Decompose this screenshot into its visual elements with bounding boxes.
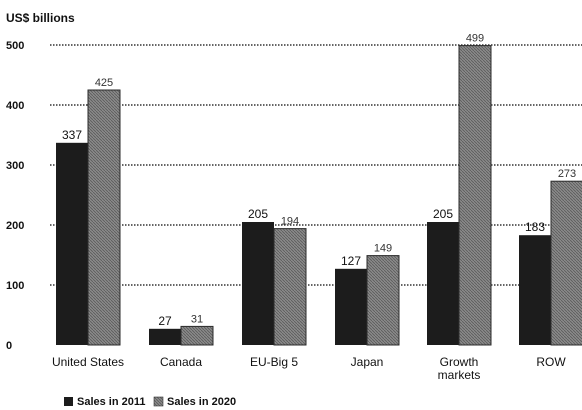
category-label-canada: Canada xyxy=(160,355,202,369)
y-tick-100: 100 xyxy=(6,280,24,292)
y-tick-0: 0 xyxy=(6,340,12,352)
category-label-growth-markets: Growth markets xyxy=(438,355,481,382)
bar-2020-united-states xyxy=(87,89,121,346)
category-label-united-states: United States xyxy=(52,355,124,369)
legend-swatch-2020 xyxy=(153,396,164,407)
bar-2011-eu-big-5 xyxy=(242,222,274,345)
gridlines xyxy=(50,44,582,286)
bar-2011-united-states xyxy=(56,142,88,345)
value-label-2011-growth-markets: 205 xyxy=(433,207,453,221)
y-tick-300: 300 xyxy=(6,160,24,172)
bar-2011-growth-markets xyxy=(427,222,459,345)
value-label-2020-growth-markets: 499 xyxy=(466,33,484,45)
y-tick-500: 500 xyxy=(6,40,24,52)
unit-label: US$ billions xyxy=(6,11,75,25)
value-label-2020-japan: 149 xyxy=(374,243,392,255)
bars xyxy=(56,45,582,346)
y-tick-400: 400 xyxy=(6,100,24,112)
value-label-2011-japan: 127 xyxy=(341,254,361,268)
bar-2020-japan xyxy=(366,255,400,346)
value-label-2011-canada: 27 xyxy=(158,314,172,328)
category-label-eu-big-5: EU-Big 5 xyxy=(250,355,298,369)
category-labels: United States Canada EU-Big 5 Japan Growth ma… xyxy=(52,355,566,382)
data-labels: 337 27 205 127 205 183 425 31 194 149 499 273 xyxy=(62,33,576,328)
legend: Sales in 2011 Sales in 2020 xyxy=(64,396,236,408)
value-label-2020-eu-big-5: 194 xyxy=(281,216,299,228)
value-label-2020-row: 273 xyxy=(558,168,576,180)
y-tick-200: 200 xyxy=(6,220,24,232)
y-axis-ticks: 0 100 200 300 400 500 xyxy=(6,40,24,352)
category-label-japan: Japan xyxy=(351,355,384,369)
value-label-2011-row: 183 xyxy=(525,220,545,234)
legend-label-2020: Sales in 2020 xyxy=(167,396,236,408)
bar-2011-row xyxy=(519,235,551,345)
legend-swatch-2011 xyxy=(64,397,73,406)
value-label-2020-united-states: 425 xyxy=(95,77,113,89)
bar-2020-row xyxy=(550,180,582,346)
value-label-2020-canada: 31 xyxy=(191,313,203,325)
value-label-2011-united-states: 337 xyxy=(62,128,82,142)
bar-2020-eu-big-5 xyxy=(273,228,307,346)
bar-2011-canada xyxy=(149,328,181,345)
legend-label-2011: Sales in 2011 xyxy=(77,396,146,408)
value-label-2011-eu-big-5: 205 xyxy=(248,207,268,221)
bar-2011-japan xyxy=(335,268,367,345)
bar-2020-canada xyxy=(180,325,214,346)
bar-2020-growth-markets xyxy=(458,45,492,346)
category-label-row: ROW xyxy=(536,355,566,369)
